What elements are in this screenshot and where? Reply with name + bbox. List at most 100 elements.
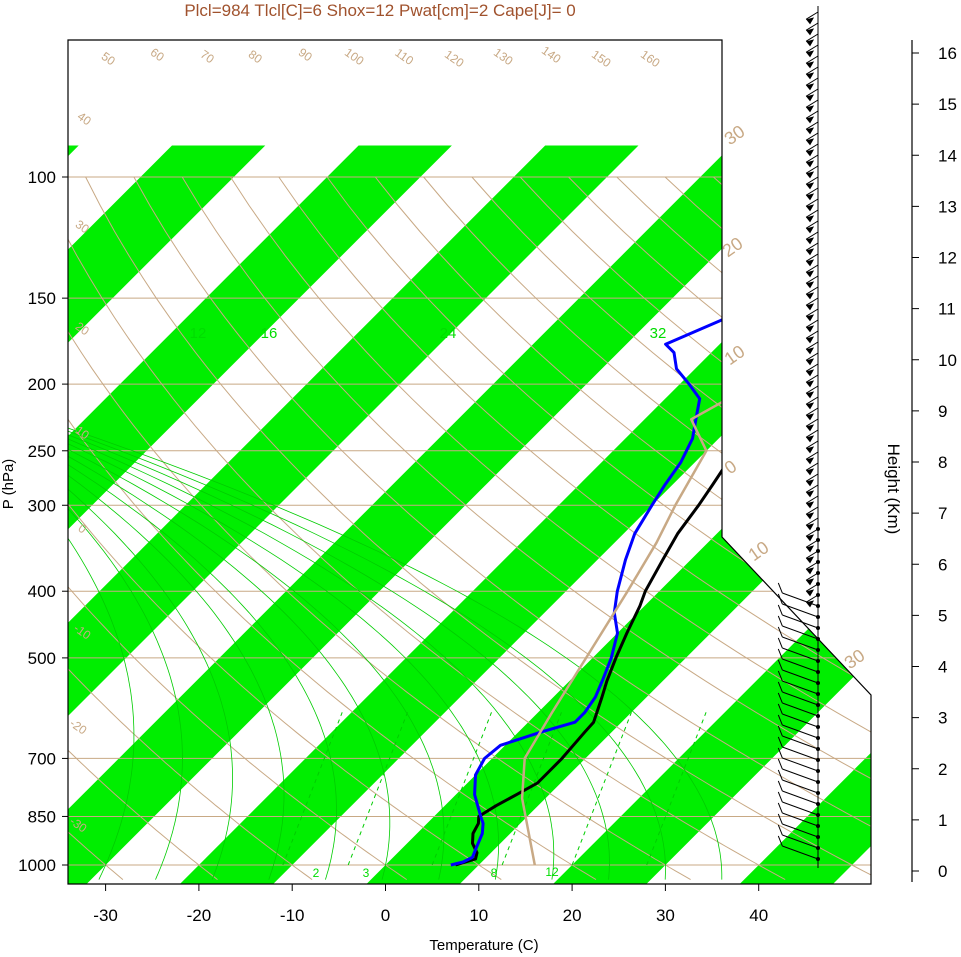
wind-barb-flag bbox=[806, 347, 815, 355]
wind-barb bbox=[782, 614, 819, 629]
y-tick-label: 150 bbox=[28, 289, 56, 308]
wind-barb-dot bbox=[816, 615, 820, 619]
wind-barb-dot bbox=[816, 571, 820, 575]
mixing-ratio-lines bbox=[282, 712, 707, 866]
x-tick-label: 0 bbox=[381, 906, 390, 925]
wind-barb-flag bbox=[806, 435, 815, 443]
wind-barb-flag bbox=[806, 391, 815, 399]
moist-adiabat bbox=[68, 383, 234, 880]
wind-barb bbox=[805, 594, 819, 603]
x-axis-label: Temperature (C) bbox=[429, 937, 538, 954]
wind-barb-dot bbox=[816, 549, 820, 553]
wind-barb-flag bbox=[806, 512, 815, 520]
wind-barb-flag bbox=[806, 358, 815, 366]
wind-barb-flag bbox=[806, 171, 815, 179]
wind-barb-dot bbox=[816, 813, 820, 817]
wind-barb-flag bbox=[806, 402, 815, 410]
wind-barb-flag bbox=[806, 248, 815, 256]
y-tick-label: 700 bbox=[28, 749, 56, 768]
height-tick-label: 10 bbox=[938, 351, 957, 370]
wind-barb-flag bbox=[806, 336, 815, 344]
wind-barb-dot bbox=[816, 560, 820, 564]
wind-barb-flag bbox=[806, 369, 815, 377]
wind-barb-flag bbox=[806, 314, 815, 322]
wind-barb-flag bbox=[806, 281, 815, 289]
height-tick-label: 7 bbox=[938, 504, 947, 523]
wind-barb bbox=[782, 823, 819, 838]
dry-adiabat-label: 160 bbox=[638, 47, 663, 70]
wind-barb bbox=[805, 418, 819, 427]
wind-barb bbox=[805, 462, 819, 471]
moist-adiabat bbox=[68, 383, 499, 880]
height-tick-label: 12 bbox=[938, 249, 957, 268]
dry-adiabat bbox=[68, 176, 691, 881]
wind-barb bbox=[782, 636, 819, 651]
wind-barb bbox=[805, 495, 819, 504]
x-tick-label: 40 bbox=[749, 906, 768, 925]
wind-barb-feather bbox=[777, 736, 783, 748]
dry-adiabat-label: 60 bbox=[148, 45, 167, 64]
x-tick-label: 30 bbox=[656, 906, 675, 925]
wind-barb bbox=[782, 801, 819, 816]
wind-barb-dot bbox=[816, 802, 820, 806]
wind-barb bbox=[782, 680, 819, 695]
wind-barb-flag bbox=[806, 446, 815, 454]
wind-barb bbox=[805, 407, 819, 416]
height-tick-label: 0 bbox=[938, 862, 947, 881]
wind-barb-flag bbox=[806, 61, 815, 69]
pressure-axis: 100 150 200 250 300 400 500 700 850 1000 bbox=[18, 168, 68, 875]
wind-barb-feather bbox=[777, 835, 783, 847]
wind-barb bbox=[805, 198, 819, 207]
wind-barb-flag bbox=[806, 424, 815, 432]
wind-barb-feather bbox=[777, 703, 783, 715]
wind-barb-flag bbox=[806, 193, 815, 201]
plot-internal-labels: 50 60 70 80 90 100 110 120 130 140 150 160403020100… bbox=[68, 43, 666, 880]
wind-barb-feather bbox=[777, 802, 783, 814]
isotherm-label: 10 bbox=[745, 537, 773, 565]
wind-barb-dot bbox=[816, 593, 820, 597]
isotherm-band bbox=[68, 145, 826, 884]
x-tick-label: 10 bbox=[469, 906, 488, 925]
wind-barb-dot bbox=[816, 626, 820, 630]
height-tick-label: 9 bbox=[938, 402, 947, 421]
dry-adiabat-label: 100 bbox=[342, 45, 367, 68]
wind-barb bbox=[805, 33, 819, 42]
wind-barb bbox=[805, 44, 819, 53]
wind-barb bbox=[805, 440, 819, 449]
dry-adiabat bbox=[374, 176, 871, 881]
mixing-ratio-line bbox=[571, 712, 632, 866]
mixing-ratio-line bbox=[501, 712, 562, 866]
wind-barb bbox=[805, 22, 819, 31]
wind-barb-flag bbox=[806, 72, 815, 80]
wind-barb-dot bbox=[816, 714, 820, 718]
wind-barb-dot bbox=[816, 692, 820, 696]
wind-barb-flag bbox=[806, 457, 815, 465]
wind-barb-dot bbox=[816, 648, 820, 652]
wind-barb bbox=[782, 812, 819, 827]
wind-barb bbox=[805, 220, 819, 229]
wind-barb-flag bbox=[806, 259, 815, 267]
moist-adiabat bbox=[68, 383, 445, 880]
wind-barb bbox=[805, 528, 819, 537]
wind-barb-feather bbox=[777, 824, 783, 836]
y-tick-label: 250 bbox=[28, 442, 56, 461]
wind-barb-feather bbox=[777, 648, 783, 660]
height-tick-label: 5 bbox=[938, 606, 947, 625]
wind-barb bbox=[805, 572, 819, 581]
wind-barb-dot bbox=[816, 659, 820, 663]
dry-adiabat-label: 50 bbox=[99, 49, 118, 68]
mixing-ratio-line bbox=[282, 712, 343, 866]
wind-barb-column bbox=[777, 6, 820, 868]
wind-barb bbox=[782, 603, 819, 618]
y-tick-label: 100 bbox=[28, 168, 56, 187]
wind-barb-flag bbox=[806, 50, 815, 58]
wind-barb bbox=[805, 88, 819, 97]
sounding-series bbox=[450, 175, 871, 867]
wind-barb-feather bbox=[777, 637, 783, 649]
wind-barb bbox=[805, 187, 819, 196]
dry-adiabat bbox=[68, 176, 597, 881]
wind-barb bbox=[805, 539, 819, 548]
wind-barb-flag bbox=[806, 501, 815, 509]
y-tick-label: 500 bbox=[28, 649, 56, 668]
